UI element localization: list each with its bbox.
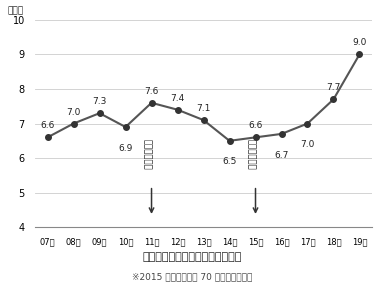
Text: 6.9: 6.9 bbox=[118, 144, 133, 153]
Text: 7.0: 7.0 bbox=[300, 140, 314, 149]
Text: 6.6: 6.6 bbox=[40, 122, 55, 130]
Text: 6.6: 6.6 bbox=[248, 122, 263, 130]
Text: 7.3: 7.3 bbox=[93, 97, 107, 106]
Text: 【市区町村魅力度平均点の推移】: 【市区町村魅力度平均点の推移】 bbox=[142, 252, 242, 262]
Text: 7.7: 7.7 bbox=[326, 83, 341, 92]
Text: 地方創生開始: 地方創生開始 bbox=[247, 139, 255, 170]
Text: （点）: （点） bbox=[8, 7, 24, 16]
Text: 7.4: 7.4 bbox=[170, 94, 185, 103]
Text: 7.6: 7.6 bbox=[144, 87, 159, 96]
Text: 6.5: 6.5 bbox=[222, 158, 237, 166]
Text: ※2015 年結果は年代 70 代も合めた結果: ※2015 年結果は年代 70 代も合めた結果 bbox=[132, 272, 252, 281]
Text: 7.1: 7.1 bbox=[196, 104, 211, 113]
Text: 9.0: 9.0 bbox=[352, 39, 367, 47]
Text: 6.7: 6.7 bbox=[274, 151, 289, 160]
Text: 東日本大震災: 東日本大震災 bbox=[142, 139, 152, 170]
Text: 7.0: 7.0 bbox=[66, 108, 81, 117]
